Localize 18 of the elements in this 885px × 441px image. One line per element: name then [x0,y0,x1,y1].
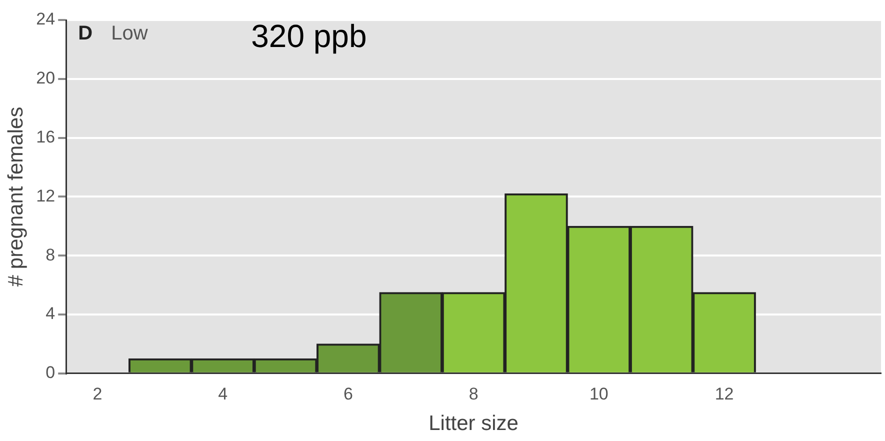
annotation: 320 ppb [251,18,367,54]
y-tick-label: 0 [46,363,56,382]
y-tick-label: 16 [36,127,56,146]
annotation: Low [111,22,148,45]
y-tick-label: 24 [36,10,56,29]
x-tick-label: 8 [468,384,478,404]
x-tick-label: 4 [218,384,228,404]
y-axis-title: # pregnant females [4,106,28,287]
y-tick-label: 20 [36,68,56,88]
x-axis-title: Litter size [428,412,518,436]
x-tick-label: 6 [343,384,353,404]
y-tick-label: 12 [36,186,56,206]
annotation: D [78,22,93,45]
x-tick-label: 10 [589,384,608,404]
x-tick-label: 12 [714,384,734,404]
y-tick-label: 4 [46,304,56,324]
y-tick-label: 8 [46,245,56,264]
x-tick-label: 2 [92,384,102,404]
